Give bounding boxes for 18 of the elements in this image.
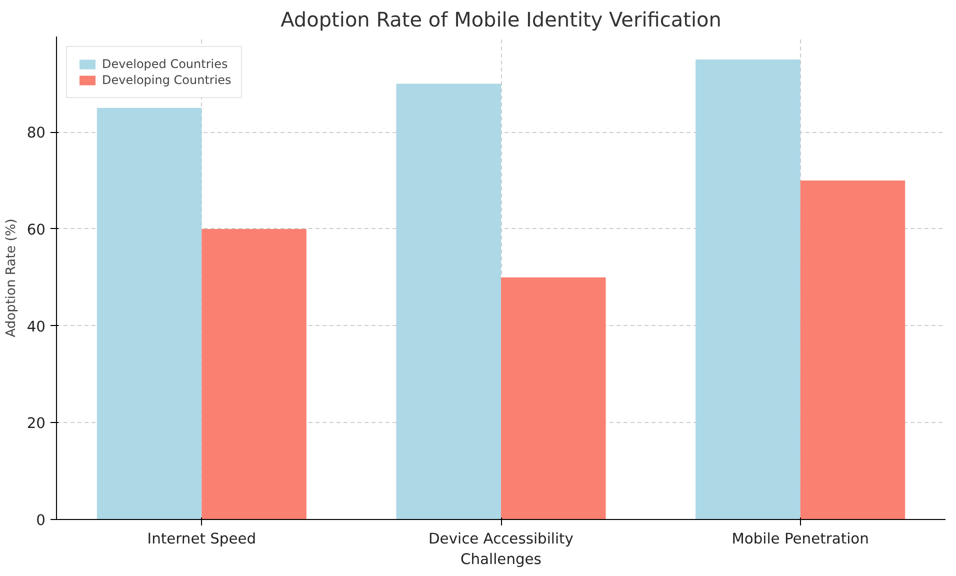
legend-label: Developed Countries: [102, 57, 228, 71]
bar: [396, 84, 501, 520]
bar: [696, 60, 800, 520]
y-tick-label: 0: [36, 512, 46, 529]
bar: [202, 228, 306, 520]
y-axis-title: Adoption Rate (%): [4, 218, 19, 338]
bar: [96, 108, 202, 520]
bar: [800, 180, 906, 520]
bar: [501, 277, 606, 520]
x-tick-label: Internet Speed: [147, 530, 256, 548]
y-tick-label: 20: [26, 415, 46, 432]
x-tick-label: Mobile Penetration: [732, 530, 869, 548]
y-tick-label: 60: [26, 221, 46, 238]
y-tick-label: 80: [26, 124, 46, 142]
chart-title: Adoption Rate of Mobile Identity Verification: [280, 8, 722, 32]
x-tick-label: Device Accessibility Challenges: [428, 530, 574, 568]
legend-label: Developing Countries: [102, 73, 232, 87]
y-tick-label: 40: [26, 318, 46, 336]
